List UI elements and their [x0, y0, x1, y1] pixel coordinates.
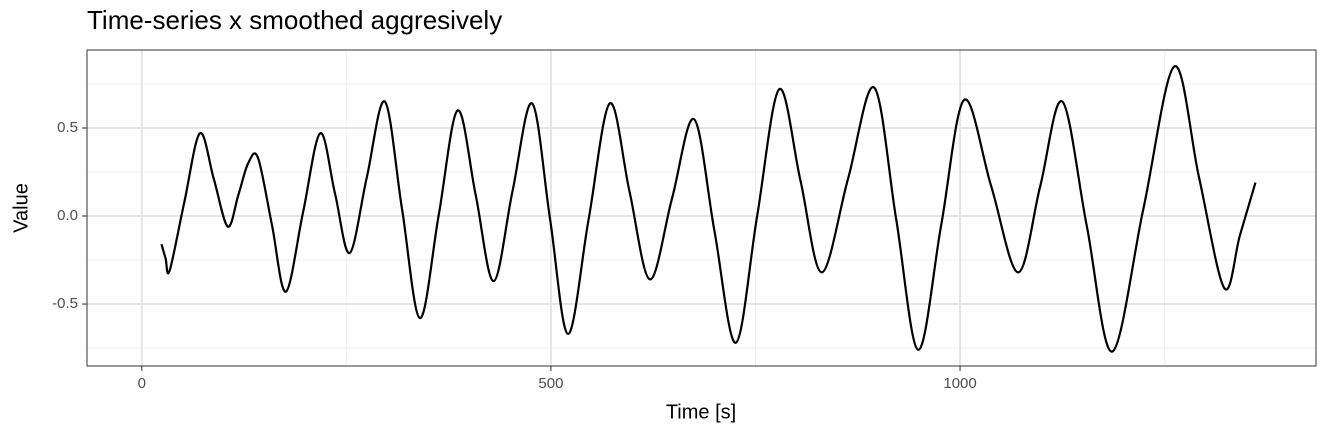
y-tick-label: -0.5	[52, 295, 78, 312]
x-tick-label: 500	[538, 375, 563, 392]
line	[160, 65, 1257, 353]
y-axis-label: Value	[10, 183, 32, 233]
x-tick-label: 1000	[943, 375, 976, 392]
x-tick-label: 0	[138, 375, 146, 392]
panel-border	[86, 49, 1317, 367]
x-axis-label: Time [s]	[666, 401, 736, 423]
chart-title: Time-series x smoothed aggresively	[87, 5, 502, 35]
y-tick-label: 0.5	[57, 119, 78, 136]
y-tick-label: 0.0	[57, 207, 78, 224]
